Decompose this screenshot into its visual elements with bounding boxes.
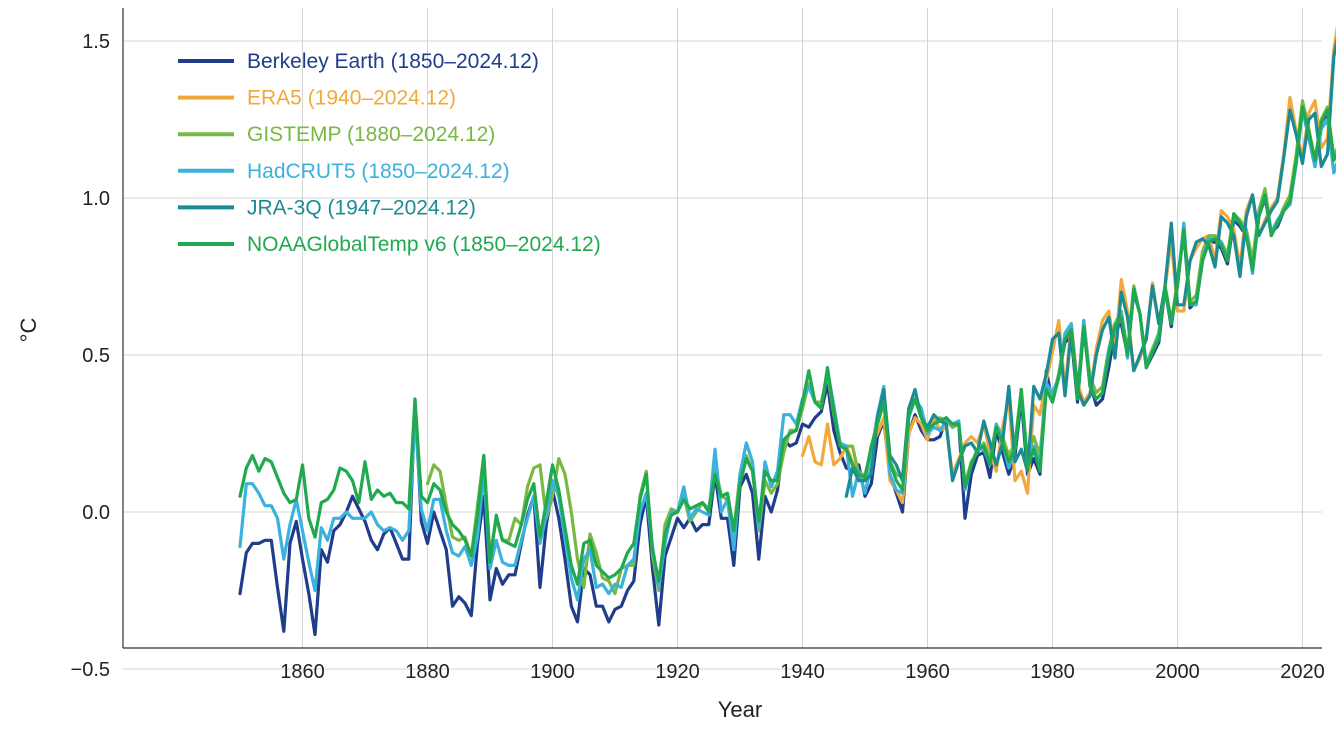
legend-label-jra-3q: JRA-3Q (1947–2024.12) bbox=[247, 196, 476, 219]
y-tick-label: 0.5 bbox=[82, 345, 110, 367]
x-tick-label: 1920 bbox=[655, 661, 700, 683]
axes bbox=[122, 8, 1322, 649]
x-tick-label: 1860 bbox=[280, 661, 325, 683]
x-tick-label: 1940 bbox=[780, 661, 825, 683]
legend-label-era5: ERA5 (1940–2024.12) bbox=[247, 87, 456, 110]
series-line-noaaglobaltemp-v6 bbox=[238, 105, 1336, 586]
y-tick-label: 0.0 bbox=[82, 502, 110, 524]
x-tick-label: 2020 bbox=[1280, 661, 1325, 683]
series-lines bbox=[238, 25, 1336, 637]
y-axis-title: °C bbox=[16, 318, 41, 343]
y-tick-label: 1.5 bbox=[82, 31, 110, 53]
tick-labels: 1860 1880 1900 1920 1940 1960 1980 2000 2020 −0.5… bbox=[71, 31, 1325, 683]
x-tick-label: 1960 bbox=[905, 661, 950, 683]
y-tick-label: −0.5 bbox=[71, 659, 110, 681]
legend-label-berkeley-earth: Berkeley Earth (1850–2024.12) bbox=[247, 50, 539, 73]
x-tick-label: 1900 bbox=[530, 661, 575, 683]
legend-label-noaaglobaltemp-v6: NOAAGlobalTemp v6 (1850–2024.12) bbox=[247, 233, 601, 256]
x-tick-label: 1880 bbox=[405, 661, 450, 683]
x-tick-label: 2000 bbox=[1155, 661, 1200, 683]
x-axis-title: Year bbox=[718, 697, 762, 722]
x-tick-label: 1980 bbox=[1030, 661, 1075, 683]
y-tick-label: 1.0 bbox=[82, 188, 110, 210]
legend-label-gistemp: GISTEMP (1880–2024.12) bbox=[247, 123, 495, 146]
legend: Berkeley Earth (1850–2024.12) ERA5 (1940–… bbox=[178, 50, 601, 256]
legend-label-hadcrut5: HadCRUT5 (1850–2024.12) bbox=[247, 160, 510, 183]
